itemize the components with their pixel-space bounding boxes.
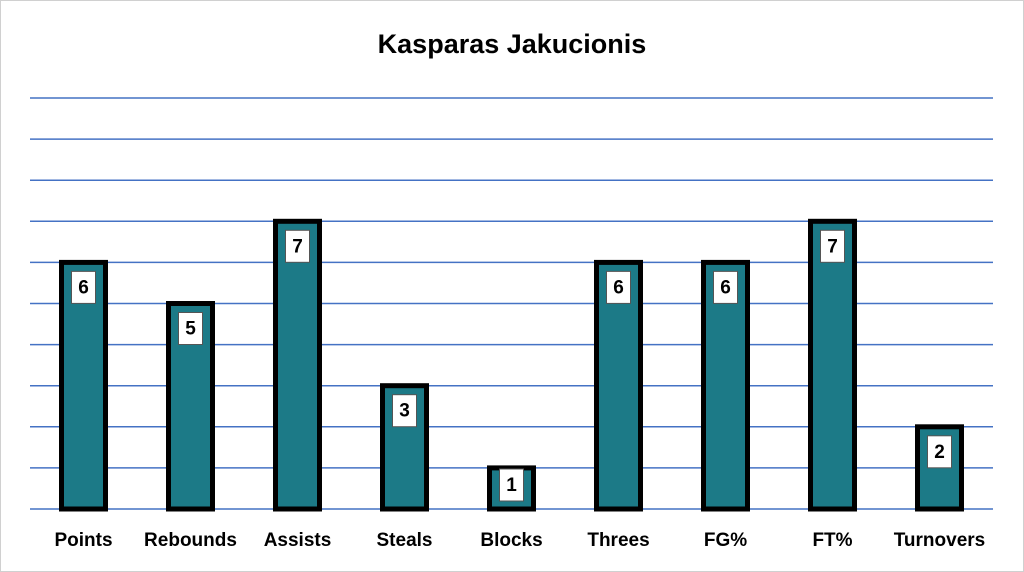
x-tick-label: Steals [377,530,433,551]
x-tick-label: FT% [812,530,852,551]
x-tick-label: Threes [587,530,649,551]
x-tick-label: Rebounds [144,530,237,551]
x-tick-label: Blocks [480,530,542,551]
data-label: 1 [506,475,517,496]
data-label-box [606,270,631,304]
x-tick-label: Assists [264,530,332,551]
x-tick-label: FG% [704,530,747,551]
data-label-box [285,229,310,263]
bar [808,218,857,512]
data-label-box [499,468,524,502]
data-label-box [71,270,96,304]
data-label: 7 [292,236,303,257]
data-label-box [178,312,203,345]
chart-title: Kasparas Jakucionis [378,29,647,59]
data-label: 6 [720,277,731,298]
x-tick-label: Points [54,530,112,551]
data-label-box [713,270,738,304]
data-label: 3 [399,401,410,422]
data-label: 5 [185,319,196,340]
data-label: 7 [827,236,838,257]
data-label-box [392,394,417,428]
data-label: 2 [934,442,945,463]
data-label: 6 [78,277,89,298]
bar [273,218,322,512]
data-label-box [820,229,845,263]
x-tick-label: Turnovers [894,530,986,551]
data-label-box [927,435,952,469]
data-label: 6 [613,277,624,298]
